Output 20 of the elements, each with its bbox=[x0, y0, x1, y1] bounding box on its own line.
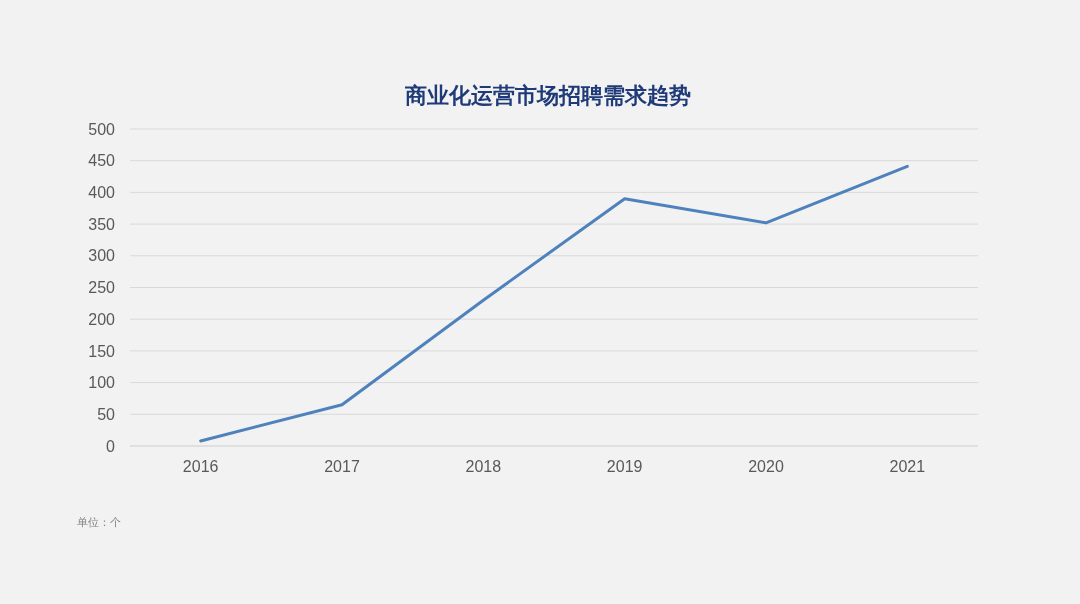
y-tick-label: 150 bbox=[88, 342, 116, 360]
x-tick-label: 2019 bbox=[606, 458, 643, 475]
x-tick-label: 2018 bbox=[465, 458, 502, 475]
y-tick-label: 450 bbox=[88, 152, 116, 170]
y-tick-label: 500 bbox=[88, 120, 116, 138]
y-tick-label: 100 bbox=[88, 374, 116, 392]
x-tick-label: 2017 bbox=[324, 458, 360, 475]
text: 单位：个 bbox=[77, 516, 121, 529]
y-tick-label: 0 bbox=[106, 437, 116, 455]
y-tick-label: 400 bbox=[88, 184, 116, 201]
y-tick-label: 350 bbox=[88, 215, 116, 233]
y-tick-label: 300 bbox=[88, 247, 116, 265]
y-tick-label: 250 bbox=[88, 279, 116, 297]
x-tick-label: 2021 bbox=[889, 458, 926, 475]
x-tick-label: 2020 bbox=[748, 458, 784, 475]
line-series bbox=[199, 164, 909, 443]
x-tick-label: 2016 bbox=[182, 458, 219, 475]
y-tick-label: 200 bbox=[88, 310, 116, 328]
chart-title: 商业化运营市场招聘需求趋势 bbox=[404, 83, 691, 108]
y-tick-label: 50 bbox=[97, 405, 116, 423]
